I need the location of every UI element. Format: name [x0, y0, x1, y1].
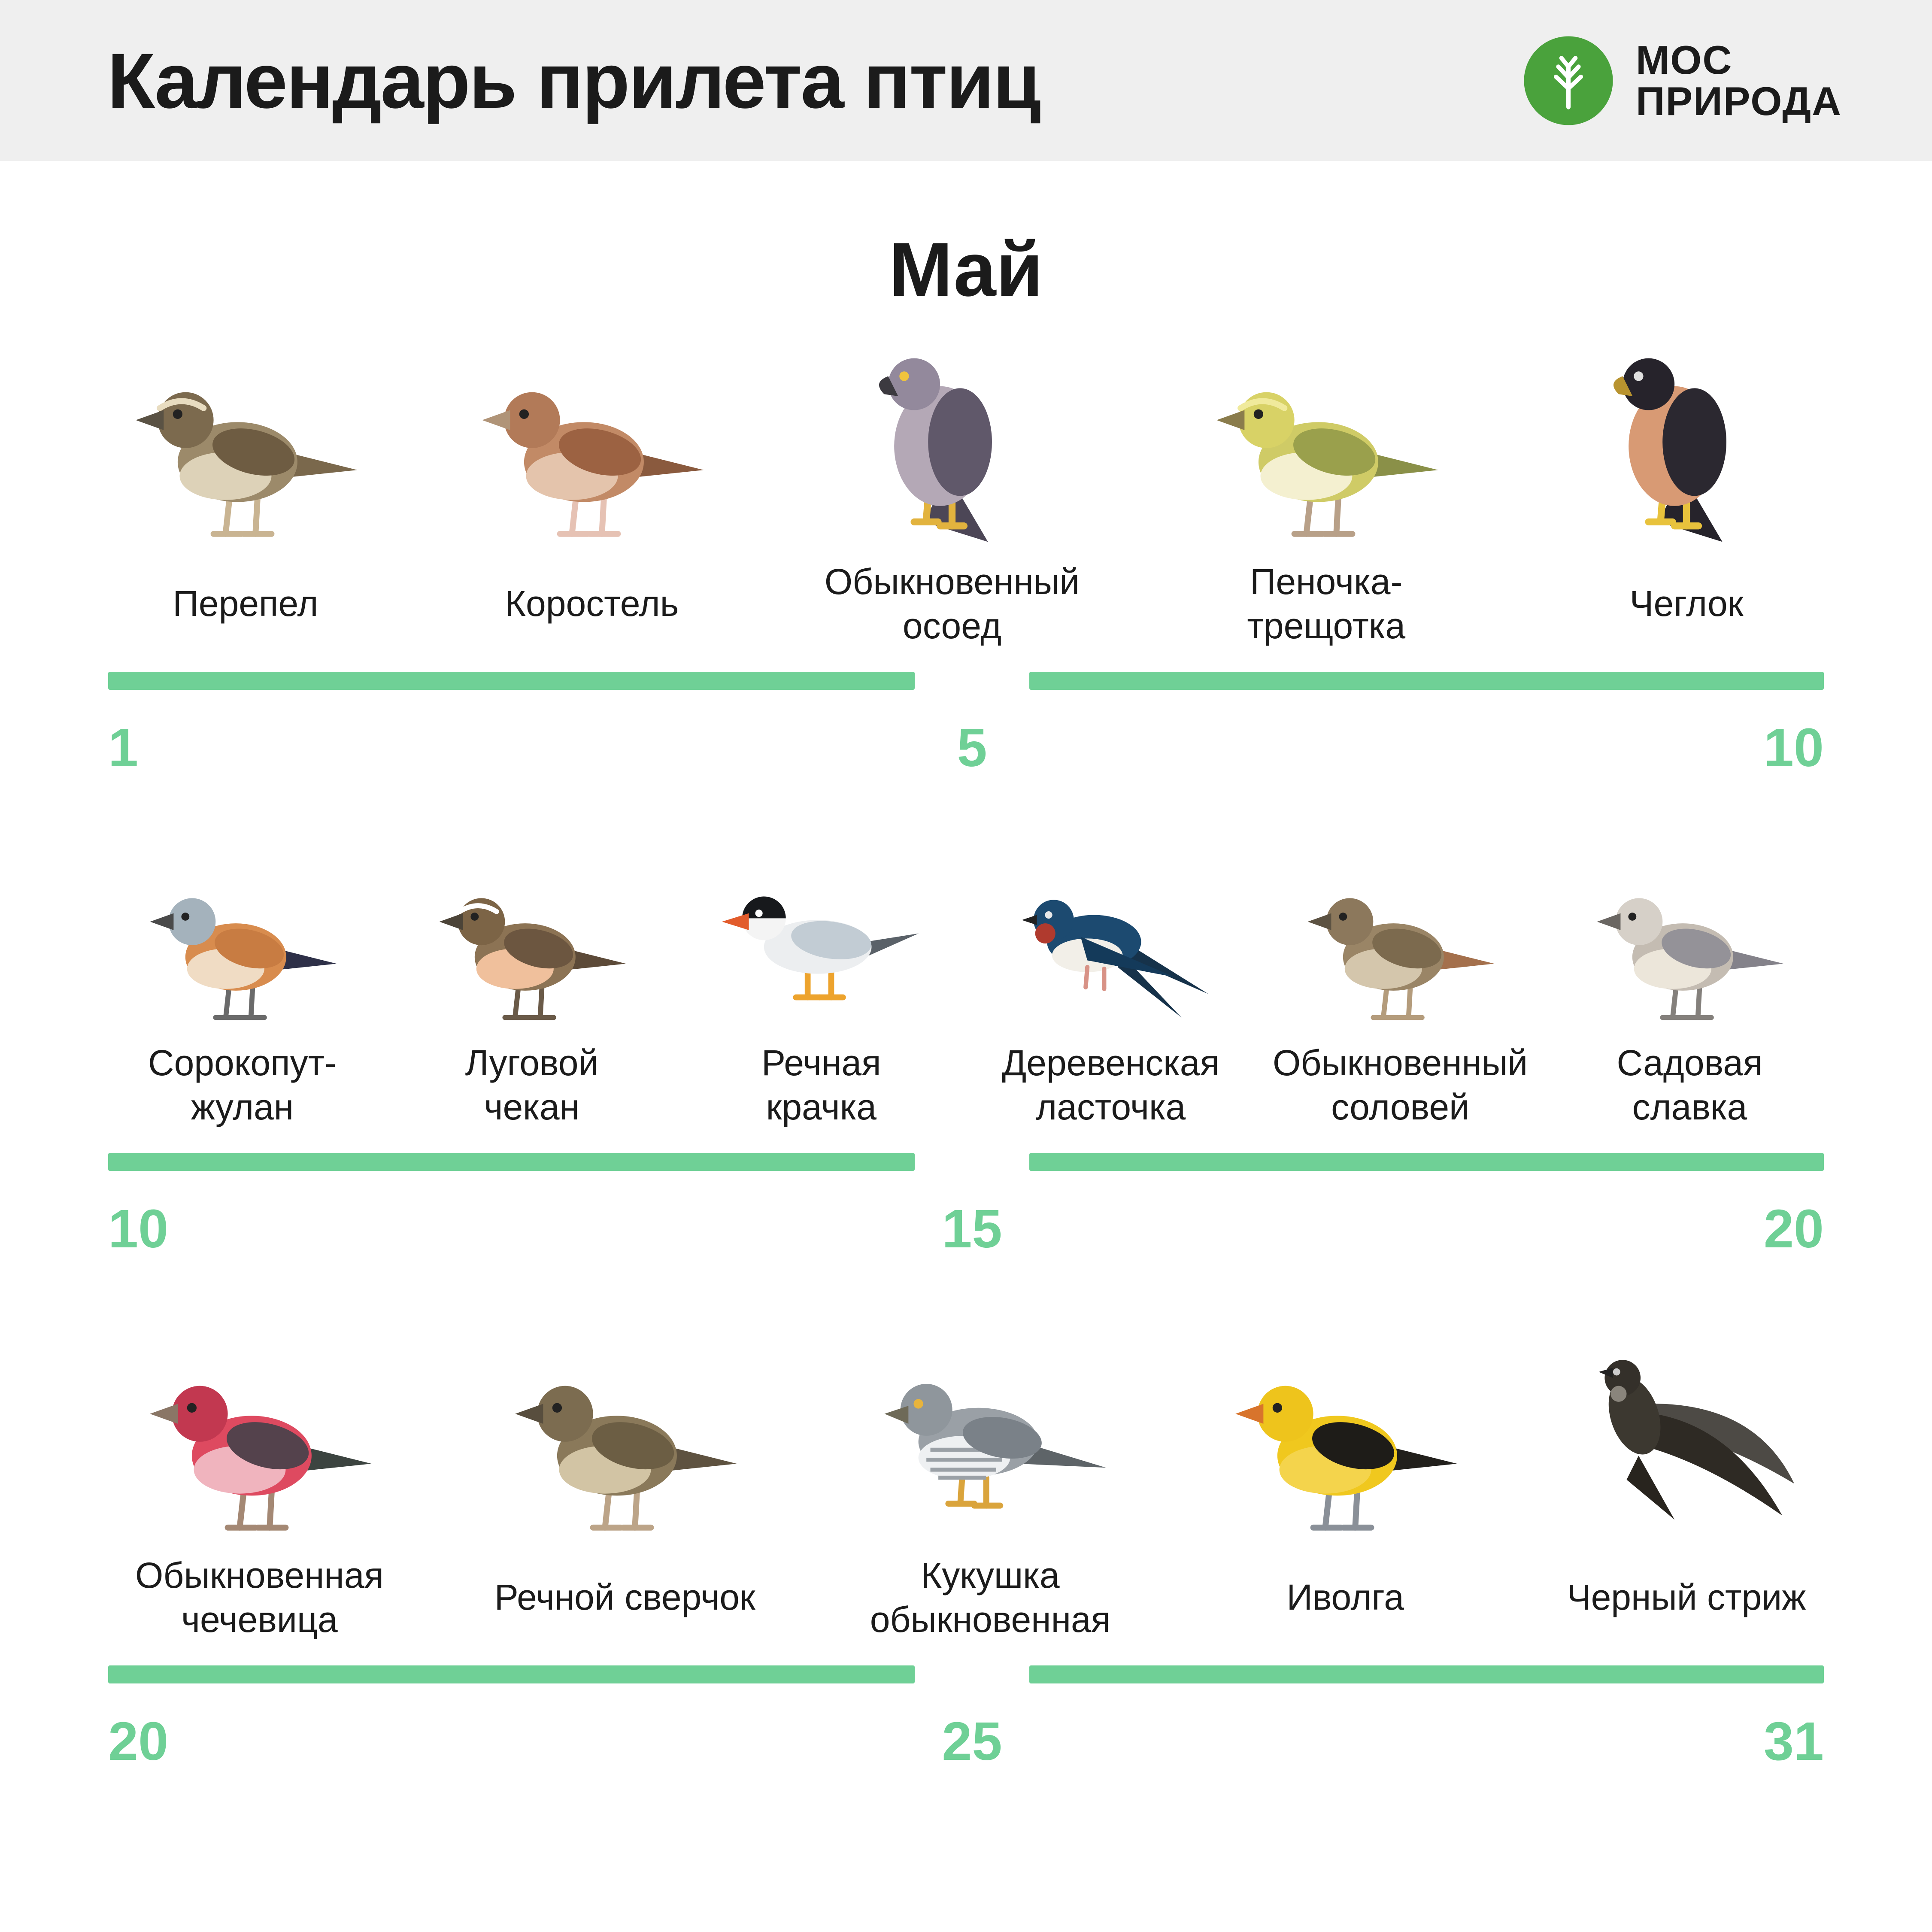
- header-band: Календарь прилета птиц МОС ПРИРОДА: [0, 0, 1932, 161]
- bird-name: Луговой чекан: [465, 1043, 599, 1127]
- timeline-tick-end: 31: [1763, 1711, 1824, 1771]
- bird-group-3: Обыкновенная чечевица Речной сверчок Кук…: [108, 1337, 1824, 1655]
- timeline-3: 20 25 31: [108, 1665, 1824, 1792]
- bird-card: Речная крачка: [704, 863, 938, 1135]
- bird-name: Деревенская ласточка: [1002, 1043, 1219, 1127]
- bird-name: Чеглок: [1629, 583, 1744, 624]
- bird-card: Садовая славка: [1573, 863, 1807, 1135]
- timeline-1: 1 5 10: [108, 672, 1824, 798]
- bird-name: Черный стриж: [1567, 1577, 1806, 1618]
- bird-group-2: Сорокопут-жулан Луговой чекан Речная кра…: [108, 856, 1824, 1142]
- bird-illustration: [505, 1344, 745, 1544]
- bird-card: Коростель: [472, 350, 712, 654]
- bird-illustration: [1566, 350, 1807, 550]
- bird-name: Речная крачка: [761, 1043, 881, 1127]
- bird-illustration: [140, 1344, 380, 1544]
- bird-name: Обыкновенная чечевица: [135, 1555, 384, 1640]
- mospriroda-logo: МОС ПРИРОДА: [1522, 34, 1842, 127]
- timeline-bar-left: [108, 1153, 915, 1171]
- bird-card: Пеночка-трещотка: [1192, 350, 1460, 654]
- bird-illustration: [125, 350, 366, 550]
- bird-card: Перепел: [125, 350, 366, 654]
- bird-group-1: Перепел Коростель Обыкновенный осоед Пен…: [108, 343, 1824, 661]
- bird-card: Чеглок: [1566, 350, 1807, 654]
- timeline-tick-mid: 15: [942, 1198, 1002, 1259]
- bird-illustration: [870, 1344, 1110, 1544]
- timeline-bar-left: [108, 672, 915, 690]
- timeline-ticks: 20 25 31: [108, 1710, 1824, 1792]
- bird-illustration: [832, 350, 1072, 550]
- bird-card: Обыкновенный осоед: [818, 350, 1086, 654]
- bird-name: Перепел: [173, 583, 318, 624]
- timeline-bar-right: [1029, 1153, 1824, 1171]
- bird-name: Садовая славка: [1617, 1043, 1763, 1127]
- timeline-ticks: 1 5 10: [108, 716, 1824, 798]
- bird-illustration: [1206, 350, 1447, 550]
- logo-wordmark: МОС ПРИРОДА: [1636, 39, 1842, 122]
- bird-illustration: [142, 863, 343, 1031]
- bird-name: Пеночка-трещотка: [1247, 561, 1406, 646]
- timeline-2: 10 15 20: [108, 1153, 1824, 1279]
- bird-illustration: [1566, 1344, 1807, 1544]
- timeline-bars: [108, 672, 1824, 690]
- bird-illustration: [720, 863, 922, 1031]
- timeline-bars: [108, 1153, 1824, 1171]
- bird-name: Кукушка обыкновенная: [870, 1555, 1111, 1640]
- month-title: Май: [889, 227, 1043, 312]
- bird-card: Кукушка обыкновенная: [856, 1344, 1124, 1648]
- bird-card: Обыкновенный соловей: [1272, 863, 1528, 1135]
- logo-line-2: ПРИРОДА: [1635, 78, 1842, 124]
- timeline-tick-mid: 25: [942, 1711, 1002, 1771]
- bird-card: Сорокопут-жулан: [125, 863, 359, 1135]
- calendar-row-2: Сорокопут-жулан Луговой чекан Речная кра…: [0, 856, 1932, 1279]
- timeline-ticks: 10 15 20: [108, 1198, 1824, 1279]
- timeline-tick-start: 20: [108, 1711, 169, 1771]
- bird-name: Речной сверчок: [494, 1577, 755, 1618]
- bird-illustration: [472, 350, 712, 550]
- bird-illustration: [1299, 863, 1501, 1031]
- bird-card: Черный стриж: [1566, 1344, 1807, 1648]
- timeline-tick-start: 10: [108, 1198, 169, 1259]
- bird-card: Деревенская ласточка: [994, 863, 1228, 1135]
- bird-name: Иволга: [1286, 1577, 1404, 1618]
- timeline-tick-end: 10: [1763, 717, 1824, 778]
- bird-name: Коростель: [505, 583, 679, 624]
- bird-card: Речной сверчок: [494, 1344, 755, 1648]
- bird-illustration: [1589, 863, 1790, 1031]
- bird-card: Обыкновенная чечевица: [125, 1344, 394, 1648]
- tree-icon: [1524, 36, 1613, 125]
- calendar-row-1: Перепел Коростель Обыкновенный осоед Пен…: [0, 343, 1932, 798]
- bird-card: Луговой чекан: [415, 863, 649, 1135]
- timeline-bar-right: [1029, 672, 1824, 690]
- timeline-bars: [108, 1665, 1824, 1683]
- logo-line-1: МОС: [1635, 37, 1733, 82]
- calendar-row-3: Обыкновенная чечевица Речной сверчок Кук…: [0, 1337, 1932, 1792]
- bird-card: Иволга: [1225, 1344, 1465, 1648]
- timeline-tick-end: 20: [1763, 1198, 1824, 1259]
- bird-illustration: [1225, 1344, 1465, 1544]
- bird-name: Обыкновенный осоед: [824, 561, 1080, 646]
- bird-illustration: [1010, 863, 1212, 1031]
- timeline-bar-right: [1029, 1665, 1824, 1683]
- page-title: Календарь прилета птиц: [107, 36, 1041, 124]
- timeline-bar-left: [108, 1665, 915, 1683]
- bird-name: Сорокопут-жулан: [148, 1043, 337, 1127]
- bird-name: Обыкновенный соловей: [1272, 1043, 1528, 1127]
- timeline-tick-start: 1: [108, 717, 139, 778]
- bird-illustration: [431, 863, 633, 1031]
- timeline-tick-mid: 5: [957, 717, 987, 778]
